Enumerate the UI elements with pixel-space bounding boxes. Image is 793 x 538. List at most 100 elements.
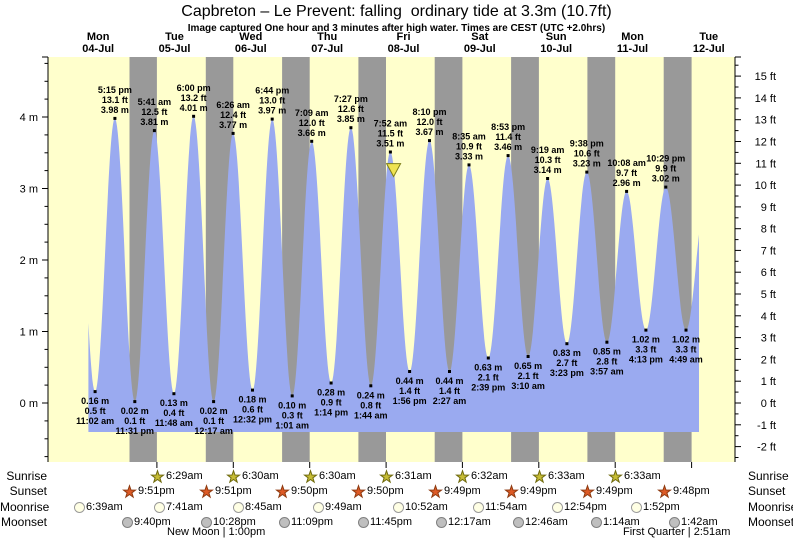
right-axis-tick-label: 10 ft <box>755 180 776 192</box>
tide-point-dot <box>310 139 314 143</box>
moonset-time: 11:45pm <box>370 516 412 528</box>
page-title: Capbreton – Le Prevent: falling ordinary… <box>181 3 612 20</box>
sunset-time: 9:49pm <box>444 485 481 497</box>
tide-point-label: 9:19 am <box>531 145 565 155</box>
tide-point-label: 0.65 m <box>514 361 542 371</box>
sunset-event: 9:48pm <box>657 483 710 498</box>
sunset-star-icon <box>657 483 672 498</box>
tide-point-dot <box>684 328 688 332</box>
day-name-label: Sat <box>471 31 488 43</box>
day-name-label: Fri <box>396 31 410 43</box>
moonrise-event: 6:39am <box>74 500 123 514</box>
tide-point-label: 6:44 pm <box>255 86 289 96</box>
moonset-event: 12:46am <box>513 515 568 529</box>
left-axis-tick-label: 0 m <box>20 398 38 410</box>
day-date-label: 08-Jul <box>388 43 420 55</box>
moonrise-time: 9:49am <box>325 501 362 513</box>
moonset-time: 12:17am <box>448 516 491 528</box>
sunset-time: 9:50pm <box>367 485 404 497</box>
tide-point-dot <box>565 342 569 346</box>
tide-point-label: 0.44 m <box>396 376 424 386</box>
day-date-label: 06-Jul <box>235 43 267 55</box>
sunset-star-icon <box>122 483 137 498</box>
tide-point-label: 0.13 m <box>160 398 188 408</box>
tide-point-label: 9.7 ft <box>616 168 637 178</box>
moonrise-time: 7:41am <box>166 501 203 513</box>
moon-phase-first-quarter: First Quarter | 2:51am <box>623 526 731 538</box>
moonset-time: 1:42am <box>681 516 718 528</box>
left-axis-tick-label: 1 m <box>20 327 38 339</box>
tide-point-label: 2.7 ft <box>556 358 577 368</box>
moonset-event: 1:14am <box>591 515 640 529</box>
tide-point-label: 10:29 pm <box>646 154 685 164</box>
moonset-circle-icon <box>591 516 602 528</box>
tide-point-label: 11:48 am <box>155 418 193 428</box>
moonrise-circle-icon <box>393 501 404 513</box>
moonset-time: 1:14am <box>603 516 640 528</box>
sunset-star-icon <box>504 483 519 498</box>
right-axis-tick-label: 14 ft <box>755 93 776 105</box>
tide-point-label: 0.83 m <box>553 348 581 358</box>
sunrise-event: 6:29am <box>150 468 203 483</box>
tide-point-label: 0.5 ft <box>85 406 106 416</box>
right-axis-tick-label: 8 ft <box>761 224 776 236</box>
tide-point-label: 1.4 ft <box>399 386 420 396</box>
sunrise-label-left: Sunrise <box>6 469 47 483</box>
tide-point-label: 11.4 ft <box>495 132 521 142</box>
tide-point-label: 3.33 m <box>455 151 483 161</box>
day-date-label: 10-Jul <box>540 43 572 55</box>
tide-point-label: 2.1 ft <box>478 373 499 383</box>
moonset-circle-icon <box>279 516 290 528</box>
sunrise-star-icon <box>150 468 165 483</box>
moonset-row: Moonset 9:40pm 10:28pm 11:09pm 11:45pm 12:17a… <box>0 515 793 529</box>
moonrise-label-left: Moonrise <box>0 500 50 514</box>
tide-point-label: 0.18 m <box>238 395 266 405</box>
sunset-event: 9:49pm <box>580 483 633 498</box>
tide-point-label: 6:00 pm <box>177 83 211 93</box>
sunset-label-right: Sunset <box>748 484 786 498</box>
tide-point-label: 1:56 pm <box>393 396 427 406</box>
tide-point-dot <box>212 400 216 404</box>
moonset-circle-icon <box>358 516 369 528</box>
moonrise-time: 8:45am <box>245 501 282 513</box>
moonrise-time: 11:54am <box>485 501 527 513</box>
tide-point-label: 3.23 m <box>573 159 601 169</box>
tide-point-dot <box>152 129 156 133</box>
tide-point-label: 7:09 am <box>295 108 329 118</box>
sunrise-event: 6:32am <box>455 468 508 483</box>
tide-point-label: 7:27 pm <box>334 94 368 104</box>
moonset-time: 12:46am <box>525 516 568 528</box>
tide-point-label: 4:13 pm <box>629 355 663 365</box>
right-axis-tick-label: 3 ft <box>761 333 776 345</box>
tide-point-dot <box>133 400 137 404</box>
tide-point-label: 12:32 pm <box>233 415 272 425</box>
tide-point-label: 0.02 m <box>200 406 228 416</box>
moonrise-circle-icon <box>552 501 563 513</box>
tide-point-label: 2.96 m <box>613 178 641 188</box>
tide-point-dot <box>113 116 117 120</box>
tide-point-label: 0.6 ft <box>242 405 263 415</box>
sunset-event: 9:49pm <box>428 483 481 498</box>
tide-point-label: 13.2 ft <box>181 93 207 103</box>
tide-point-label: 3:57 am <box>590 367 624 377</box>
tide-point-dot <box>526 355 530 358</box>
tide-point-label: 3:23 pm <box>550 368 584 378</box>
day-name-label: Wed <box>239 31 262 43</box>
tide-point-label: 7:52 am <box>374 119 408 129</box>
day-date-label: 05-Jul <box>159 43 191 55</box>
day-name-label: Tue <box>165 31 184 43</box>
right-axis-tick-label: 13 ft <box>755 115 776 127</box>
tide-point-label: 3.98 m <box>101 105 129 115</box>
moonset-label-right: Moonset <box>748 515 793 529</box>
tide-point-label: 8:10 pm <box>412 107 446 117</box>
tide-point-dot <box>625 189 629 193</box>
right-axis-tick-label: 15 ft <box>755 71 776 83</box>
page-subtitle: Image captured One hour and 3 minutes af… <box>187 23 606 34</box>
tide-point-dot <box>349 126 353 130</box>
tide-point-dot <box>251 388 254 392</box>
tide-point-label: 0.1 ft <box>203 416 224 426</box>
left-axis-tick-label: 4 m <box>20 112 38 124</box>
tide-area <box>88 116 699 433</box>
tide-point-label: 1:14 pm <box>314 408 348 418</box>
